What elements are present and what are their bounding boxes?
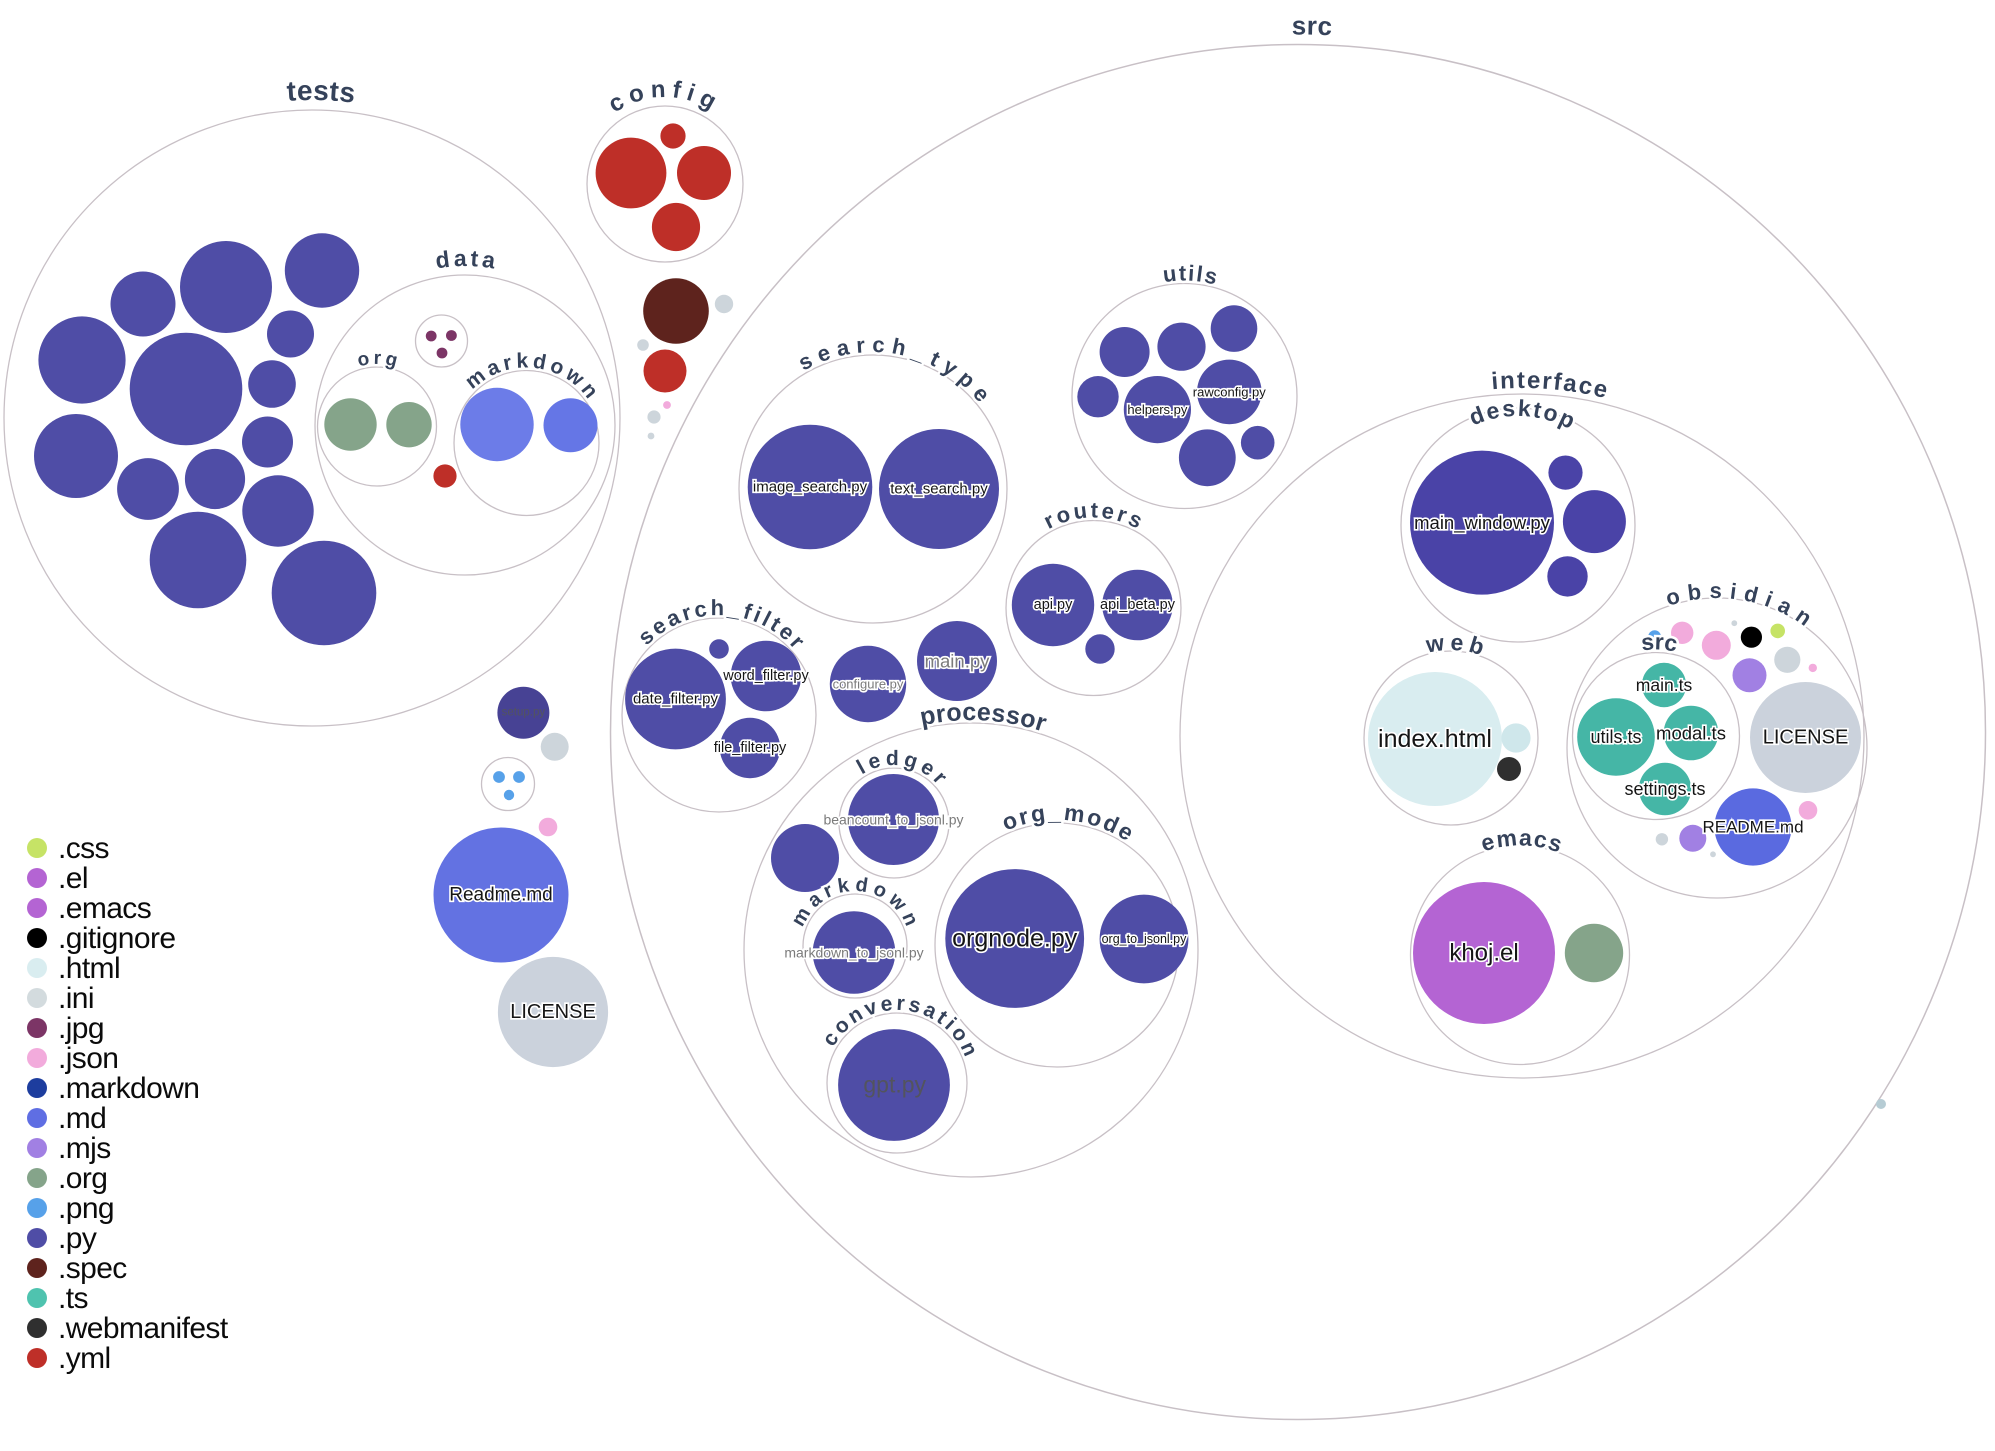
svg-text:routers: routers	[1040, 497, 1150, 534]
svg-text:word_filter.py: word_filter.py	[722, 668, 809, 684]
svg-text:data: data	[434, 245, 501, 274]
svg-text:desktop: desktop	[1466, 395, 1582, 435]
svg-text:processor: processor	[918, 698, 1050, 737]
svg-text:LICENSE: LICENSE	[510, 1001, 596, 1023]
svg-text:.markdown: .markdown	[58, 1072, 199, 1105]
svg-text:config: config	[604, 76, 726, 118]
svg-text:.json: .json	[58, 1042, 118, 1075]
svg-text:orgnode.py: orgnode.py	[952, 925, 1078, 953]
svg-text:text_search.py: text_search.py	[890, 481, 988, 498]
svg-text:modal.ts: modal.ts	[1656, 723, 1726, 744]
svg-text:index.html: index.html	[1378, 725, 1492, 753]
svg-text:.css: .css	[58, 832, 109, 865]
svg-text:.spec: .spec	[58, 1252, 127, 1285]
svg-text:settings.ts: settings.ts	[1624, 779, 1705, 799]
svg-text:utils: utils	[1161, 260, 1221, 289]
svg-text:README.md: README.md	[1702, 818, 1803, 837]
svg-text:setup.py: setup.py	[502, 707, 546, 719]
svg-text:org_mode: org_mode	[998, 799, 1140, 847]
svg-text:markdown_to_jsonl.py: markdown_to_jsonl.py	[784, 945, 923, 961]
svg-text:main.ts: main.ts	[1636, 675, 1693, 695]
svg-text:.gitignore: .gitignore	[58, 922, 175, 955]
svg-text:khoj.el: khoj.el	[1449, 940, 1518, 967]
svg-text:emacs: emacs	[1478, 824, 1567, 858]
svg-text:.jpg: .jpg	[58, 1012, 104, 1045]
svg-text:.el: .el	[58, 862, 88, 895]
svg-text:.org: .org	[58, 1162, 107, 1195]
svg-text:beancount_to_jsonl.py: beancount_to_jsonl.py	[823, 812, 963, 828]
svg-text:.py: .py	[58, 1222, 97, 1255]
svg-text:tests: tests	[286, 75, 358, 109]
svg-text:helpers.py: helpers.py	[1127, 402, 1187, 417]
svg-text:Readme.md: Readme.md	[449, 885, 553, 906]
svg-text:configure.py: configure.py	[833, 677, 904, 692]
svg-text:utils.ts: utils.ts	[1590, 727, 1641, 747]
svg-text:search_type: search_type	[794, 332, 999, 412]
svg-text:image_search.py: image_search.py	[753, 479, 868, 496]
svg-text:.mjs: .mjs	[58, 1132, 111, 1165]
svg-text:web: web	[1423, 629, 1492, 662]
svg-text:src: src	[1640, 628, 1680, 656]
svg-text:gpt.py: gpt.py	[863, 1071, 926, 1097]
svg-text:main_window.py: main_window.py	[1414, 512, 1550, 534]
svg-text:api_beta.py: api_beta.py	[1100, 597, 1176, 613]
svg-text:.md: .md	[58, 1102, 106, 1135]
svg-text:org_to_jsonl.py: org_to_jsonl.py	[1102, 932, 1188, 946]
svg-text:LICENSE: LICENSE	[1763, 727, 1849, 749]
svg-text:.yml: .yml	[58, 1342, 111, 1375]
svg-text:date_filter.py: date_filter.py	[633, 691, 719, 708]
svg-text:.ts: .ts	[58, 1282, 88, 1315]
svg-text:api.py: api.py	[1034, 597, 1073, 613]
svg-text:file_filter.py: file_filter.py	[714, 740, 787, 756]
svg-text:org: org	[356, 348, 403, 373]
svg-text:.png: .png	[58, 1192, 114, 1225]
svg-text:rawconfig.py: rawconfig.py	[1193, 384, 1266, 399]
svg-text:.html: .html	[58, 952, 120, 985]
svg-text:.webmanifest: .webmanifest	[58, 1312, 229, 1345]
svg-text:main.py: main.py	[925, 651, 991, 672]
svg-text:src: src	[1292, 10, 1333, 41]
svg-text:.emacs: .emacs	[58, 892, 151, 925]
svg-text:.ini: .ini	[58, 982, 94, 1015]
